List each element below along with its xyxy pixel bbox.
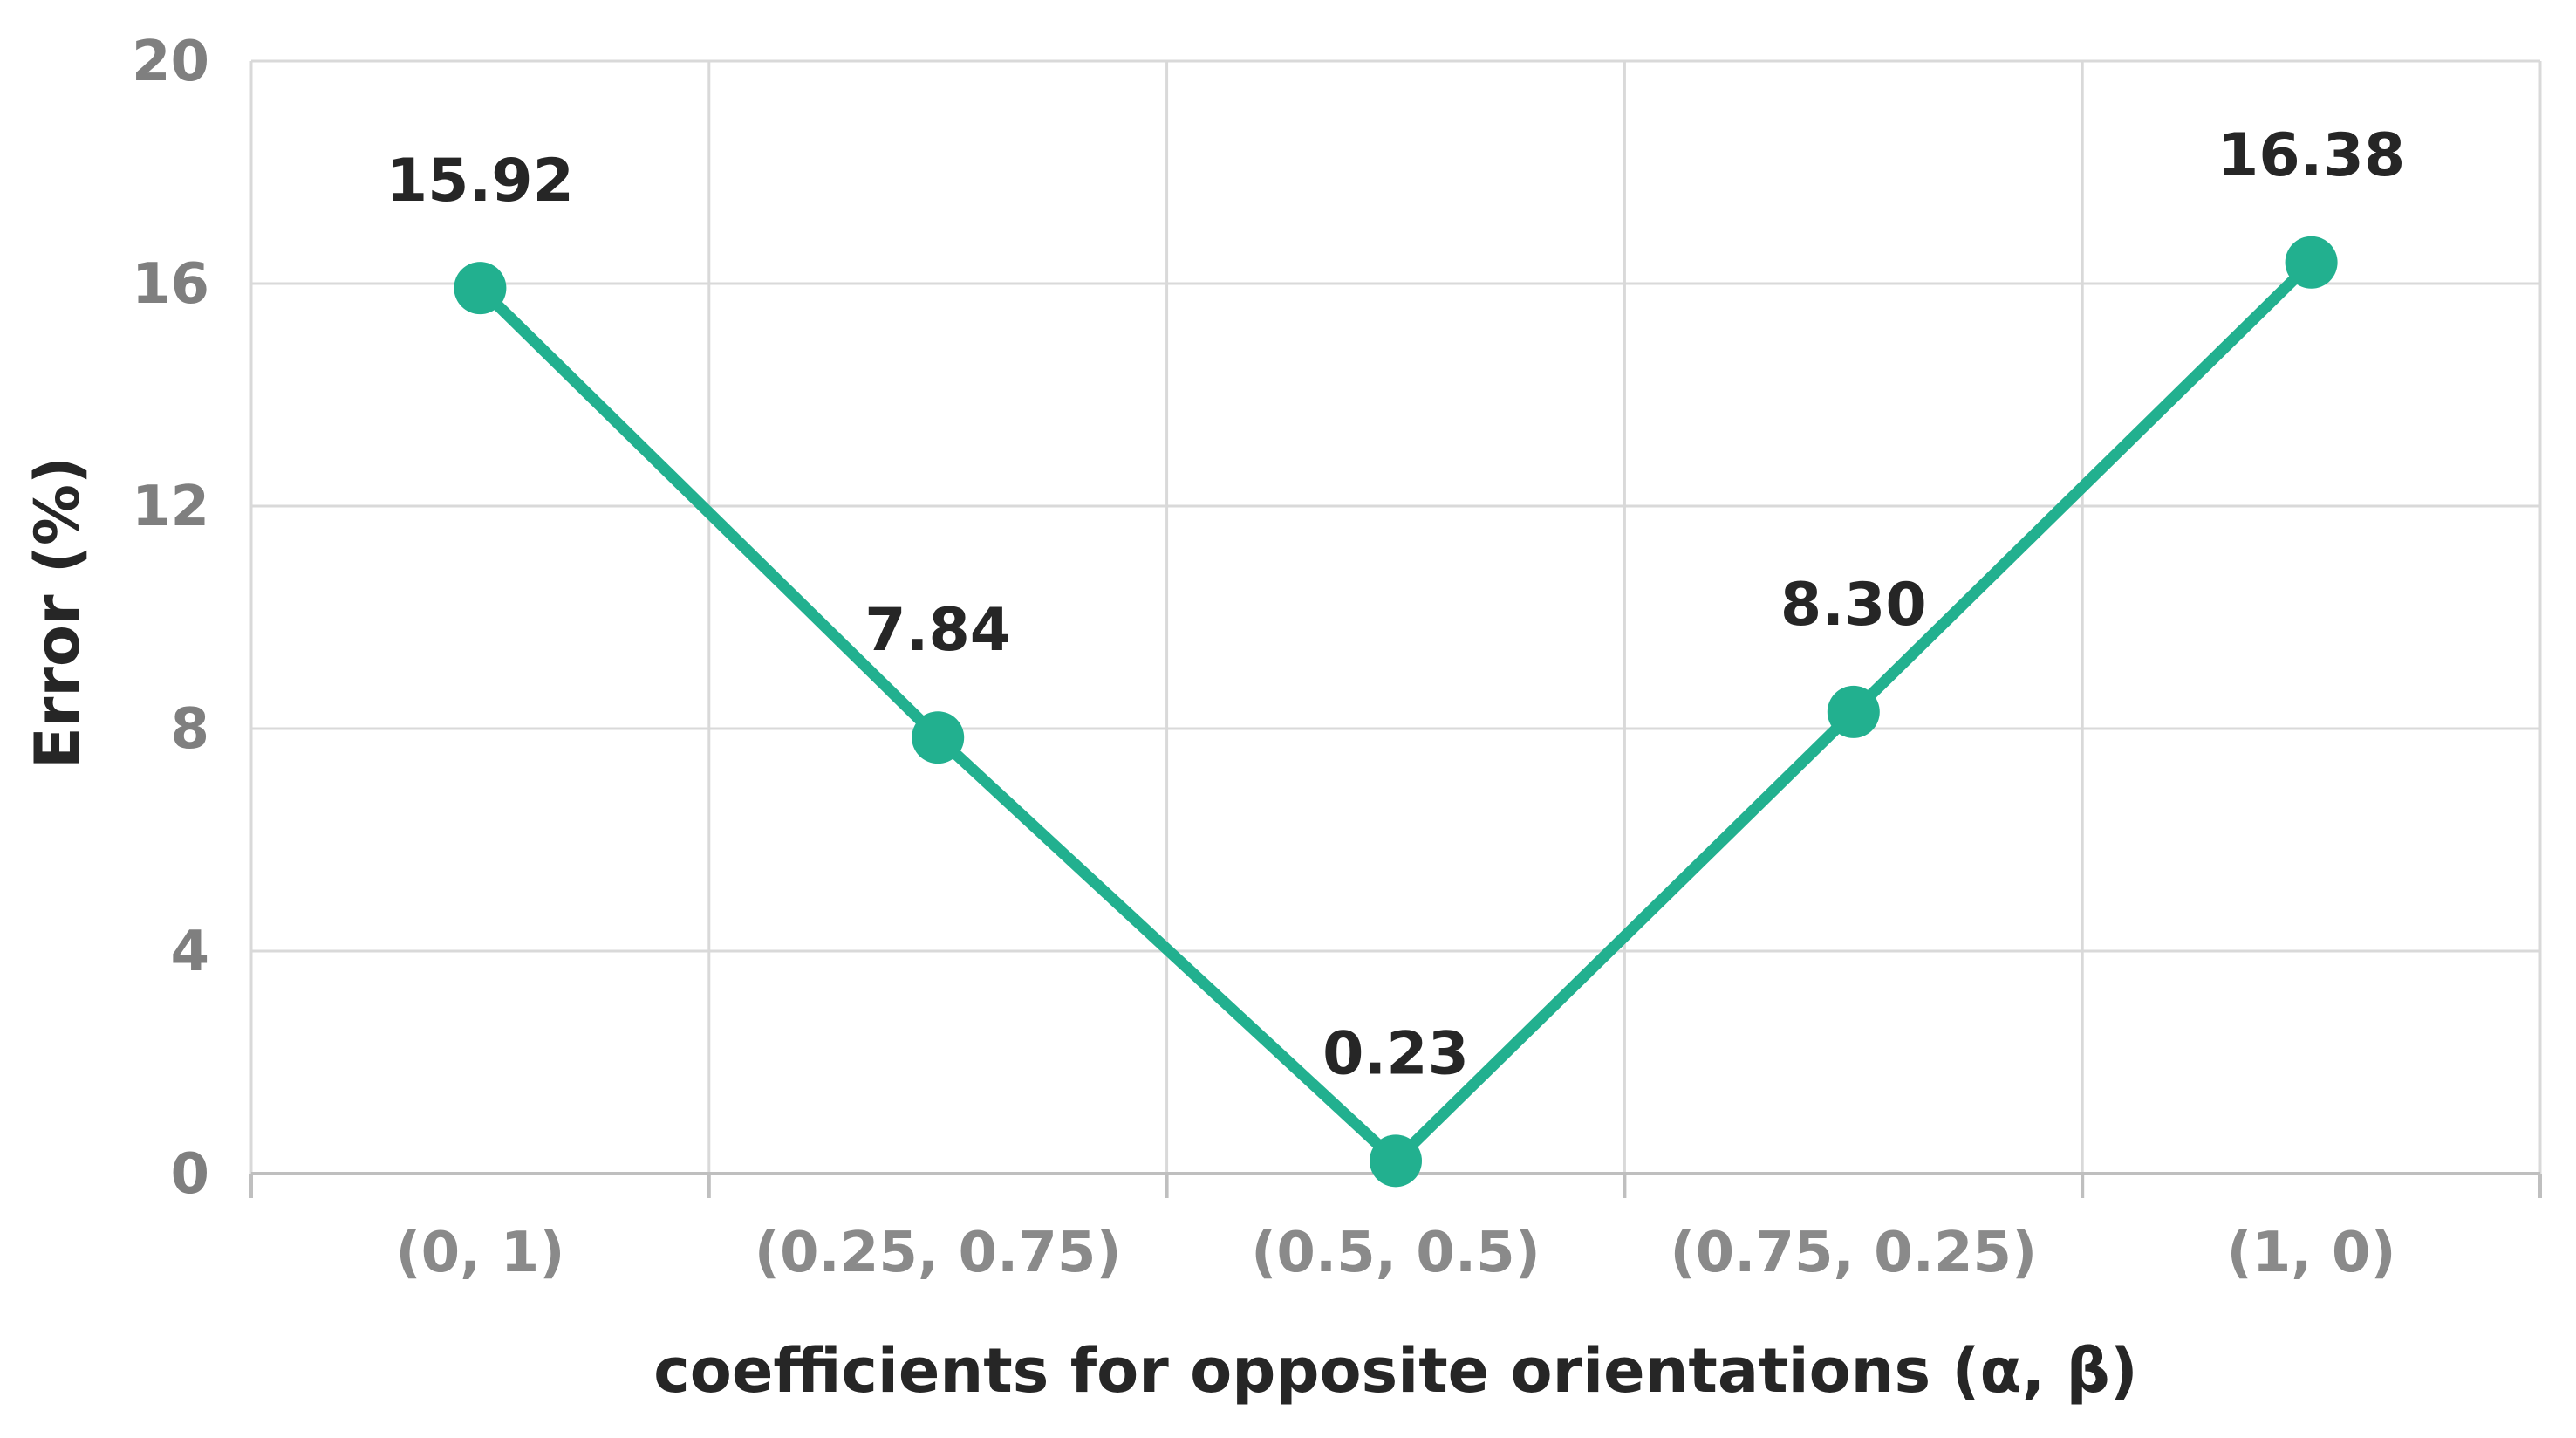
x-tick-label: (1, 0) xyxy=(2227,1221,2396,1285)
data-point xyxy=(2285,236,2338,289)
x-tick-label: (0.75, 0.25) xyxy=(1670,1221,2037,1285)
y-axis-title: Error (%) xyxy=(22,456,93,769)
x-tick-label: (0.25, 0.75) xyxy=(755,1221,1122,1285)
data-label: 8.30 xyxy=(1780,571,1927,640)
data-label: 15.92 xyxy=(386,147,574,216)
data-label: 0.23 xyxy=(1322,1019,1469,1088)
y-tick-label: 8 xyxy=(170,697,209,762)
x-axis-title: coefficients for opposite orientations (… xyxy=(653,1335,2137,1407)
data-point xyxy=(454,262,507,315)
y-tick-label: 16 xyxy=(132,252,209,317)
series-layer xyxy=(454,236,2338,1188)
data-point xyxy=(1827,685,1880,738)
data-label: 16.38 xyxy=(2217,121,2405,190)
axis-layer: 0 4 8 12 16 20 (0, 1) (0.25, 0.75) (0.5, 0.5) (0.… xyxy=(132,30,2542,1285)
label-layer: 15.92 7.84 0.23 8.30 16.38 xyxy=(386,121,2405,1089)
y-tick-label: 12 xyxy=(132,475,209,539)
data-point xyxy=(1370,1134,1422,1188)
x-tick-label: (0, 1) xyxy=(395,1221,564,1285)
x-tick-label: (0.5, 0.5) xyxy=(1251,1221,1541,1285)
data-label: 7.84 xyxy=(864,596,1011,665)
grid-layer xyxy=(249,59,2542,1174)
y-tick-label: 0 xyxy=(170,1142,209,1207)
data-point xyxy=(912,711,965,764)
y-tick-label: 20 xyxy=(132,30,209,94)
y-tick-label: 4 xyxy=(170,920,209,984)
